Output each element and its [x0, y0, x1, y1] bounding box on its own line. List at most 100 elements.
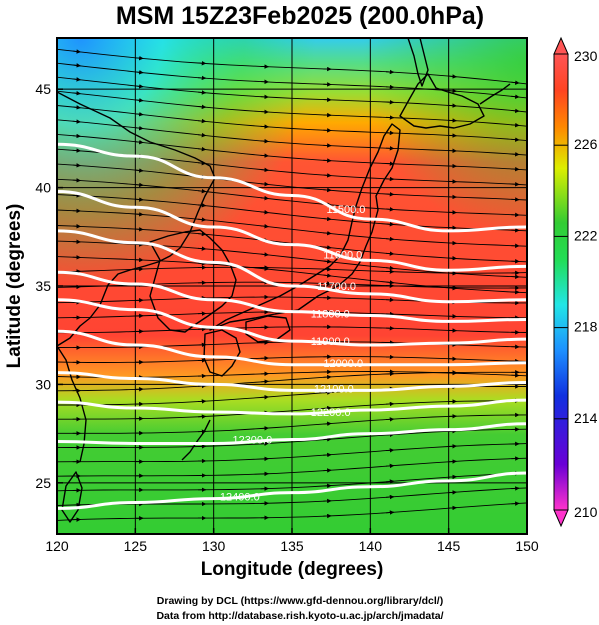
stream-arrow — [197, 60, 207, 66]
stream-arrow — [448, 74, 457, 79]
stream-arrow — [448, 103, 457, 108]
coastline-ryukyu — [181, 419, 211, 461]
coastline-mainland — [57, 345, 87, 463]
stream-arrow — [385, 494, 395, 500]
coastline-sakhalin — [407, 38, 429, 87]
stream-arrow — [197, 246, 207, 251]
stream-arrow — [448, 285, 457, 291]
streamline — [57, 62, 527, 99]
contour-label: 11900.0 — [311, 336, 350, 348]
stream-arrow — [323, 405, 332, 411]
stream-arrow — [385, 222, 395, 227]
y-tick-label: 30 — [35, 376, 51, 392]
stream-arrow — [72, 105, 81, 110]
streamline — [57, 326, 527, 334]
stream-arrow — [260, 167, 269, 173]
y-axis-label: Latitude (degrees) — [4, 204, 25, 369]
colorbar-tick-label: 210 — [574, 504, 598, 520]
x-axis-label: Longitude (degrees) — [201, 559, 384, 580]
stream-arrow — [135, 182, 144, 188]
stream-arrow — [448, 474, 457, 480]
stream-arrow — [385, 236, 395, 242]
y-axis-ticks: 25 30 35 40 45 — [35, 81, 63, 491]
stream-arrow — [260, 195, 269, 201]
streamline — [57, 194, 527, 232]
contour-line-12100.0 — [57, 371, 527, 392]
streamline — [57, 371, 527, 392]
stream-arrow — [260, 379, 269, 384]
stream-arrow — [448, 505, 457, 511]
x-tick-label: 125 — [124, 538, 148, 554]
stream-arrow — [72, 77, 81, 82]
stream-arrow — [385, 251, 395, 256]
stream-arrow — [448, 271, 457, 276]
contour-line-11900.0 — [57, 298, 527, 347]
contour-label: 12000.0 — [323, 358, 363, 370]
stream-arrow — [323, 230, 332, 236]
stream-arrow — [72, 119, 81, 124]
streamline — [57, 133, 527, 171]
streamline — [57, 119, 527, 156]
streamline — [57, 414, 527, 434]
stream-arrow — [135, 98, 144, 103]
y-tick-label: 25 — [35, 475, 51, 491]
chart-title: MSM 15Z23Feb2025 (200.0hPa) — [116, 2, 484, 30]
y-tick-label: 35 — [35, 278, 51, 294]
streamline — [57, 178, 527, 216]
stream-arrow — [260, 124, 269, 129]
stream-arrow — [385, 479, 395, 484]
colorbar-tick-label: 214 — [574, 410, 598, 426]
stream-arrow — [323, 390, 332, 395]
stream-arrow — [197, 118, 207, 124]
coastline-korea — [57, 91, 216, 347]
stream-arrow — [323, 452, 332, 458]
stream-arrow — [135, 70, 144, 75]
streamline — [57, 163, 527, 201]
stream-arrow — [135, 84, 144, 89]
stream-arrow — [385, 448, 395, 453]
stream-arrow — [260, 224, 269, 229]
contour-line-11800.0 — [57, 270, 527, 323]
stream-arrow — [448, 88, 457, 94]
x-axis-ticks: 120 125 130 135 140 145 150 — [45, 528, 539, 554]
coastline-taiwan — [61, 471, 83, 523]
x-tick-label: 120 — [45, 538, 69, 554]
streamline — [57, 90, 527, 127]
stream-arrow — [197, 90, 207, 95]
contour-line-12400.0 — [57, 471, 527, 510]
contour-line-12000.0 — [57, 329, 527, 367]
stream-arrow — [135, 125, 144, 131]
stream-arrow — [385, 432, 395, 438]
colorbar-top-triangle — [553, 36, 569, 55]
streamline — [57, 356, 527, 363]
stream-arrow — [135, 168, 144, 173]
stream-arrow — [72, 133, 81, 139]
x-tick-label: 145 — [437, 538, 461, 554]
colorbar-ticks: 230 226 222 218 214 210 — [554, 48, 598, 520]
stream-arrow — [385, 510, 395, 515]
stream-arrow — [197, 383, 207, 389]
colorbar-tick-label: 230 — [574, 48, 598, 64]
stream-arrow — [448, 490, 457, 495]
contour-line-11500.0 — [57, 142, 527, 233]
stream-arrow — [72, 49, 81, 54]
stream-arrow — [260, 394, 269, 400]
stream-arrow — [511, 152, 520, 157]
streamline — [57, 266, 527, 274]
colorbar-tick-label: 218 — [574, 319, 598, 335]
stream-arrow — [72, 63, 81, 68]
stream-arrow — [323, 173, 332, 178]
stream-arrow — [511, 80, 520, 85]
stream-arrow — [511, 108, 520, 114]
stream-arrow — [135, 212, 144, 217]
contour-label: 12200.0 — [311, 407, 351, 419]
streamline — [57, 76, 527, 113]
contour-line-12300.0 — [57, 422, 527, 445]
stream-arrow — [511, 137, 520, 142]
stream-arrow — [260, 153, 269, 158]
x-tick-label: 130 — [202, 538, 226, 554]
coastline-peninsula — [149, 229, 237, 333]
streamline — [57, 472, 527, 492]
contour-label: 11500.0 — [326, 204, 365, 216]
stream-arrow — [323, 273, 332, 278]
